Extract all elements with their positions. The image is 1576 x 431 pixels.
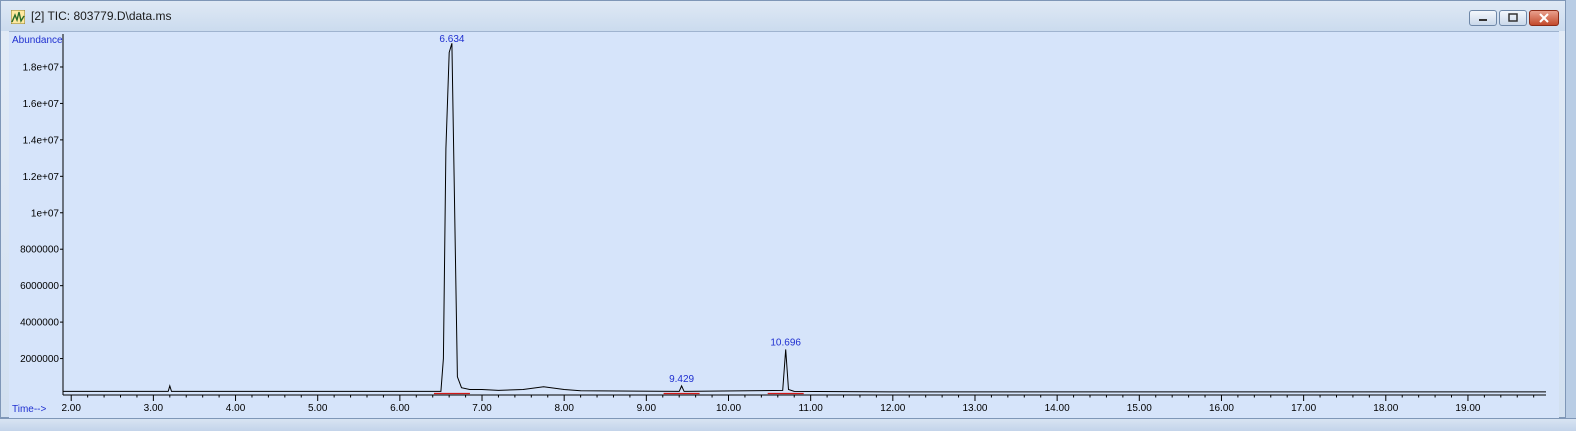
chromatogram-app-icon: [11, 10, 25, 24]
x-tick-label: 9.00: [637, 403, 657, 414]
peak-label: 6.634: [439, 34, 464, 45]
peak-label: 9.429: [669, 374, 694, 385]
x-tick-label: 15.00: [1127, 403, 1152, 414]
chromatogram-plot-area[interactable]: Abundance Time--> 2000000 4000000 6000000 8…: [9, 31, 1559, 418]
next-window-titlebar-edge: [0, 418, 1576, 431]
x-tick-label: 12.00: [880, 403, 905, 414]
x-tick-label: 16.00: [1209, 403, 1234, 414]
y-tick-label: 2000000: [20, 354, 59, 365]
y-tick-label: 8000000: [20, 245, 59, 256]
x-tick-label: 2.00: [61, 403, 81, 414]
x-tick-label: 17.00: [1291, 403, 1316, 414]
y-tick-label: 6000000: [20, 281, 59, 292]
x-tick-label: 14.00: [1045, 403, 1070, 414]
x-tick-label: 7.00: [472, 403, 492, 414]
close-icon: [1539, 13, 1549, 23]
y-axis-ticks: 2000000 4000000 6000000 8000000 1e+07 1.2e+07…: [20, 62, 63, 365]
tic-trace-line: [63, 43, 1546, 393]
x-axis-label: Time-->: [12, 404, 47, 415]
maximize-button[interactable]: [1499, 10, 1527, 26]
peak-labels: 6.634 9.429 10.696: [439, 34, 801, 385]
maximize-icon: [1508, 13, 1518, 22]
x-tick-label: 10.00: [716, 403, 741, 414]
y-tick-label: 1.4e+07: [23, 135, 60, 146]
y-tick-label: 1.8e+07: [23, 62, 60, 73]
peak-label: 10.696: [770, 337, 801, 348]
tic-chromatogram-chart[interactable]: Abundance Time--> 2000000 4000000 6000000 8…: [9, 32, 1559, 418]
x-tick-label: 8.00: [554, 403, 574, 414]
window-title: [2] TIC: 803779.D\data.ms: [31, 9, 172, 23]
close-button[interactable]: [1529, 10, 1559, 26]
x-tick-label: 19.00: [1455, 403, 1480, 414]
y-tick-label: 1.2e+07: [23, 172, 60, 183]
x-tick-label: 18.00: [1373, 403, 1398, 414]
minimize-icon: [1479, 19, 1487, 21]
x-tick-label: 5.00: [308, 403, 328, 414]
y-tick-label: 1.6e+07: [23, 99, 60, 110]
x-tick-label: 6.00: [390, 403, 410, 414]
minimize-button[interactable]: [1469, 10, 1497, 26]
x-tick-label: 4.00: [226, 403, 246, 414]
x-tick-label: 3.00: [144, 403, 164, 414]
chromatogram-window: [2] TIC: 803779.D\data.ms Abundance Time…: [0, 0, 1566, 418]
y-tick-label: 4000000: [20, 318, 59, 329]
y-tick-label: 1e+07: [31, 208, 60, 219]
x-axis-ticks: 2.00 3.00 4.00 5.00 6.00 7.00 8.00 9.00 10.00 11.…: [61, 395, 1535, 414]
x-tick-label: 13.00: [962, 403, 987, 414]
window-titlebar[interactable]: [2] TIC: 803779.D\data.ms: [1, 1, 1565, 31]
y-axis-label: Abundance: [12, 35, 63, 46]
x-tick-label: 11.00: [799, 403, 824, 414]
